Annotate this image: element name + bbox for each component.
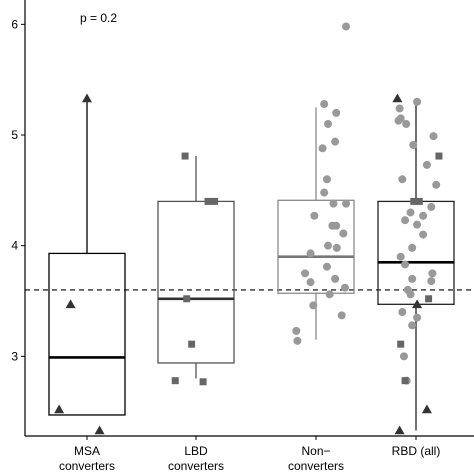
data-point-circle — [318, 144, 327, 153]
data-point-square — [171, 377, 179, 385]
data-point-circle — [331, 274, 340, 283]
data-point-circle — [320, 100, 329, 109]
data-point-square — [183, 295, 191, 303]
box-1 — [157, 156, 235, 379]
box-3 — [377, 98, 455, 431]
data-point-circle — [332, 243, 341, 252]
data-point-circle — [401, 260, 410, 269]
data-point-square — [188, 340, 196, 348]
data-point-circle — [324, 241, 333, 250]
data-point-circle — [398, 175, 407, 184]
data-point-circle — [432, 180, 441, 189]
data-point-circle — [395, 104, 404, 113]
data-point-circle — [340, 283, 349, 292]
y-tick-label: 5 — [11, 128, 18, 142]
data-point-circle — [332, 108, 341, 117]
data-point-circle — [408, 243, 417, 252]
data-point-circle — [419, 230, 428, 239]
data-point-circle — [322, 175, 331, 184]
data-point-circle — [396, 252, 405, 261]
data-point-circle — [419, 211, 428, 220]
iqr-box — [157, 200, 235, 364]
data-point-circle — [292, 326, 301, 335]
data-point-triangle — [421, 404, 432, 414]
data-point-circle — [408, 274, 417, 283]
data-point-triangle — [54, 404, 65, 414]
data-point-square — [415, 197, 423, 205]
data-point-square — [204, 197, 212, 205]
data-point-circle — [394, 116, 403, 125]
data-point-circle — [427, 277, 436, 286]
data-point-square — [199, 378, 207, 386]
iqr-box — [377, 200, 455, 305]
data-point-square — [181, 152, 189, 160]
box-2 — [277, 107, 355, 340]
data-point-circle — [408, 321, 417, 330]
data-point-triangle — [65, 299, 76, 309]
x-tick-label: converters — [288, 459, 344, 473]
data-point-square — [435, 152, 443, 160]
iqr-box — [277, 199, 355, 294]
data-point-circle — [409, 140, 418, 149]
data-point-square — [425, 295, 433, 303]
data-point-circle — [422, 160, 431, 169]
data-point-circle — [309, 301, 318, 310]
data-point-square — [397, 340, 405, 348]
data-point-circle — [325, 290, 334, 299]
x-tick-label: RBD (all) — [392, 444, 441, 458]
data-point-circle — [301, 269, 310, 278]
data-point-square — [211, 197, 219, 205]
data-point-circle — [398, 308, 407, 317]
data-point-circle — [337, 311, 346, 320]
data-point-circle — [293, 336, 302, 345]
data-point-circle — [306, 278, 315, 287]
data-point-circle — [413, 313, 422, 322]
x-tick-label: LBD — [184, 444, 208, 458]
data-point-circle — [306, 249, 315, 258]
x-tick-label: MSA — [74, 444, 100, 458]
x-tick-label: Non− — [301, 444, 330, 458]
data-point-circle — [342, 22, 351, 31]
box-0 — [48, 98, 126, 416]
data-point-circle — [406, 290, 415, 299]
data-point-circle — [342, 199, 351, 208]
data-point-circle — [332, 221, 341, 230]
data-point-triangle — [94, 425, 105, 435]
data-point-circle — [324, 119, 333, 128]
data-point-square — [401, 377, 409, 385]
data-point-circle — [399, 352, 408, 361]
data-point-circle — [406, 208, 415, 217]
data-point-square — [410, 197, 418, 205]
data-point-circle — [322, 262, 331, 271]
data-point-circle — [331, 137, 340, 146]
data-point-triangle — [392, 93, 403, 103]
data-point-circle — [310, 211, 319, 220]
y-tick-label: 4 — [11, 239, 18, 253]
data-point-circle — [320, 188, 329, 197]
data-point-circle — [427, 202, 436, 211]
x-tick-label: converters — [168, 459, 224, 473]
data-point-circle — [402, 119, 411, 128]
data-point-circle — [329, 199, 338, 208]
data-point-circle — [428, 269, 437, 278]
x-tick-label: converters — [59, 459, 115, 473]
data-point-circle — [429, 132, 438, 141]
data-point-triangle — [394, 425, 405, 435]
data-point-triangle — [82, 93, 92, 103]
data-point-circle — [413, 220, 422, 229]
data-point-circle — [401, 216, 410, 225]
data-point-circle — [413, 97, 422, 106]
y-tick-label: 3 — [11, 349, 18, 363]
data-point-triangle — [412, 299, 423, 309]
y-tick-label: 6 — [11, 17, 18, 31]
data-point-circle — [339, 229, 348, 238]
iqr-box — [48, 252, 126, 416]
p-value-annotation: p = 0.2 — [80, 11, 117, 25]
